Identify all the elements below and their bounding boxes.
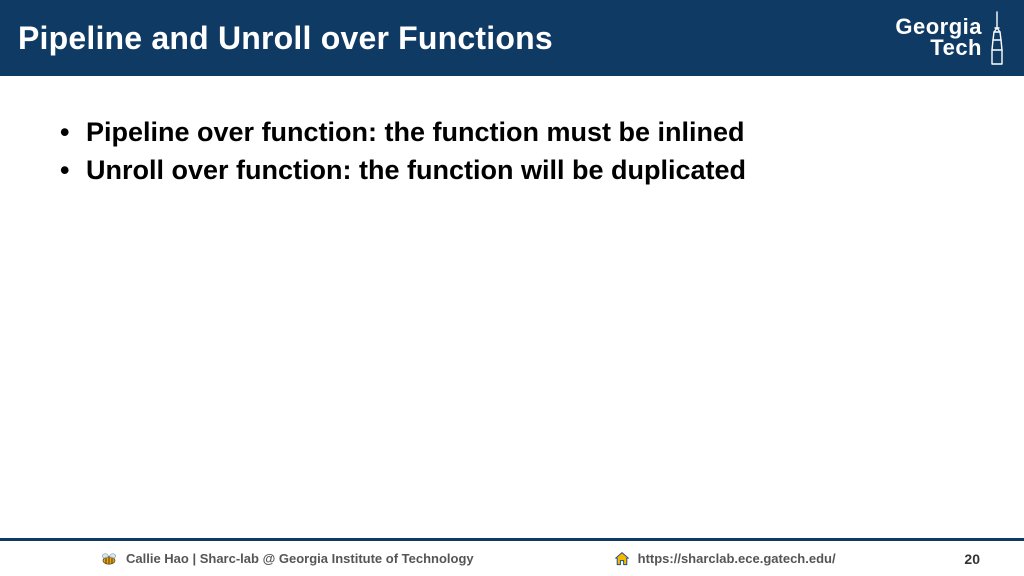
georgia-tech-logo: Georgia Tech — [895, 10, 1006, 66]
bullet-item: Unroll over function: the function will … — [60, 152, 980, 188]
home-icon — [614, 551, 630, 567]
bullet-list: Pipeline over function: the function mus… — [60, 114, 980, 189]
slide: Pipeline and Unroll over Functions Georg… — [0, 0, 1024, 576]
footer-url-block: https://sharclab.ece.gatech.edu/ — [614, 551, 836, 567]
tower-icon — [988, 10, 1006, 66]
slide-header: Pipeline and Unroll over Functions Georg… — [0, 0, 1024, 76]
slide-footer: Callie Hao | Sharc-lab @ Georgia Institu… — [0, 538, 1024, 576]
page-number: 20 — [964, 551, 1000, 567]
logo-text: Georgia Tech — [895, 17, 982, 59]
bee-icon — [100, 552, 118, 566]
bullet-item: Pipeline over function: the function mus… — [60, 114, 980, 150]
footer-url: https://sharclab.ece.gatech.edu/ — [638, 551, 836, 566]
logo-line2: Tech — [895, 38, 982, 59]
slide-title: Pipeline and Unroll over Functions — [18, 20, 553, 57]
footer-author: Callie Hao | Sharc-lab @ Georgia Institu… — [126, 551, 474, 566]
footer-author-block: Callie Hao | Sharc-lab @ Georgia Institu… — [100, 551, 474, 566]
slide-body: Pipeline over function: the function mus… — [0, 76, 1024, 189]
